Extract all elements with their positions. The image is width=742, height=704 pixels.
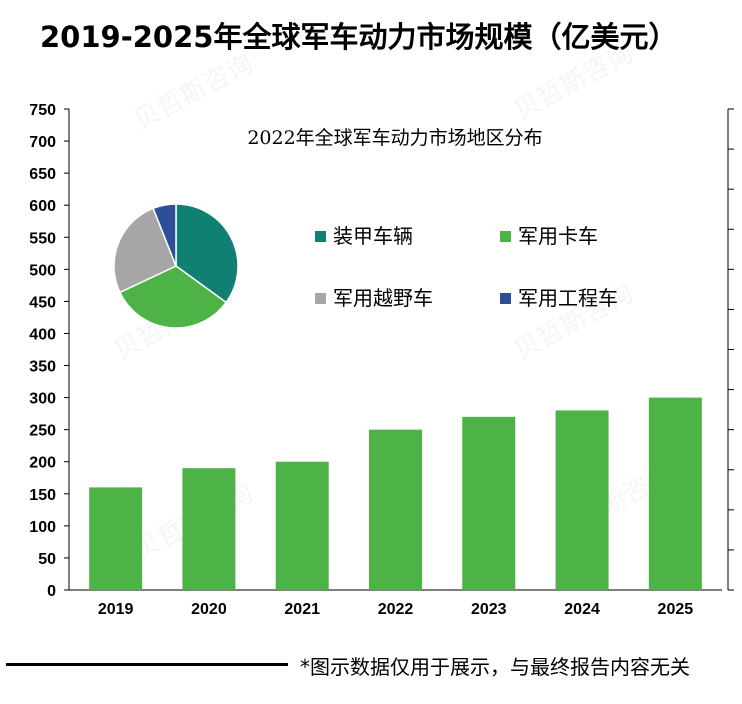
pie-title: 2022年全球军车动力市场地区分布 (247, 127, 542, 149)
bar-2025 (648, 397, 702, 590)
pie-chart (113, 203, 239, 329)
y-tick-label: 400 (29, 326, 56, 343)
bar-2022 (369, 429, 422, 590)
y-tick-label: 650 (29, 166, 56, 183)
y-tick-label: 600 (29, 198, 56, 215)
watermark-text: 贝哲斯咨询 (509, 39, 638, 127)
footer-divider (6, 663, 288, 666)
secondary-y-axis (727, 108, 734, 591)
pie-slice-0 (175, 203, 239, 304)
x-tick-label: 2024 (564, 601, 600, 618)
y-tick-label: 250 (29, 423, 56, 440)
page-title: 2019-2025年全球军车动力市场规模（亿美元） (40, 20, 678, 54)
y-tick-label: 300 (29, 391, 56, 408)
bar-2020 (182, 468, 236, 590)
legend-label: 装甲车辆 (333, 224, 413, 248)
legend-swatch (500, 293, 511, 304)
legend-label: 军用越野车 (333, 286, 433, 310)
x-axis: 2019 2020 2021 2022 2023 2024 2025 (98, 601, 693, 618)
y-tick-label: 50 (38, 551, 56, 568)
pie-slice-1 (118, 265, 228, 329)
x-tick-label: 2021 (284, 601, 320, 618)
x-tick-label: 2023 (471, 601, 507, 618)
bar-2019 (89, 487, 143, 590)
y-tick-label: 750 (29, 102, 56, 119)
bar-2024 (555, 410, 609, 590)
bar-2023 (462, 416, 516, 590)
y-tick-label: 100 (29, 519, 56, 536)
bar-series (89, 397, 702, 590)
pie-slice-2 (113, 207, 177, 294)
legend-swatch (315, 293, 326, 304)
y-tick-label: 450 (29, 294, 56, 311)
watermark-text: 贝哲斯咨询 (129, 49, 258, 137)
x-tick-label: 2022 (378, 601, 414, 618)
footnote: *图示数据仅用于展示，与最终报告内容无关 (300, 655, 690, 679)
legend-swatch (500, 231, 511, 242)
y-tick-label: 700 (29, 134, 56, 151)
legend-label: 军用卡车 (518, 224, 598, 248)
y-axis: 0 50 100 150 200 250 300 350 400 450 500 550 600 650 7… (29, 102, 722, 600)
y-tick-label: 550 (29, 230, 56, 247)
legend-swatch (315, 231, 326, 242)
bar-2021 (275, 461, 329, 590)
y-tick-label: 350 (29, 359, 56, 376)
x-tick-label: 2020 (191, 601, 227, 618)
y-tick-label: 0 (47, 583, 56, 600)
y-tick-label: 200 (29, 455, 56, 472)
x-tick-label: 2025 (658, 601, 694, 618)
x-tick-label: 2019 (98, 601, 134, 618)
pie-slice-3 (152, 203, 177, 267)
y-tick-label: 500 (29, 262, 56, 279)
y-tick-label: 150 (29, 487, 56, 504)
legend-label: 军用工程车 (518, 286, 618, 310)
